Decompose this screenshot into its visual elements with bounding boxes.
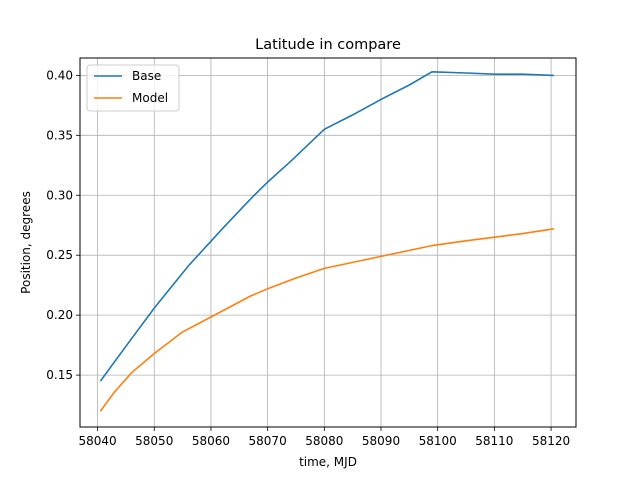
plot-frame [79,57,577,428]
axis-ticks: 58040 58050 58060 58070 58080 58090 58100 58110… [46,68,570,448]
y-tick-label: 0.35 [46,128,73,142]
y-tick-label: 0.20 [46,308,73,322]
y-axis-label: Position, degrees [19,191,33,294]
grid-lines [80,58,576,427]
series-line-base [99,71,554,382]
legend-label-base: Base [132,69,161,83]
x-tick-label: 58070 [249,434,287,448]
chart-title: Latitude in compare [255,37,401,53]
x-tick-label: 58050 [135,434,173,448]
y-tick-label: 0.25 [46,248,73,262]
legend-label-model: Model [132,91,168,105]
series-line-model [99,228,555,412]
y-tick-label: 0.30 [46,188,73,202]
series-lines [99,71,555,412]
x-tick-label: 58080 [305,434,343,448]
x-tick-label: 58120 [532,434,570,448]
x-tick-label: 58060 [192,434,230,448]
x-tick-label: 58100 [419,434,457,448]
x-axis-label: time, MJD [299,455,357,469]
x-tick-label: 58090 [362,434,400,448]
y-tick-label: 0.15 [46,368,73,382]
x-tick-label: 58110 [475,434,513,448]
legend: Base Model [86,64,180,112]
x-tick-label: 58040 [78,434,116,448]
y-tick-label: 0.40 [46,68,73,82]
